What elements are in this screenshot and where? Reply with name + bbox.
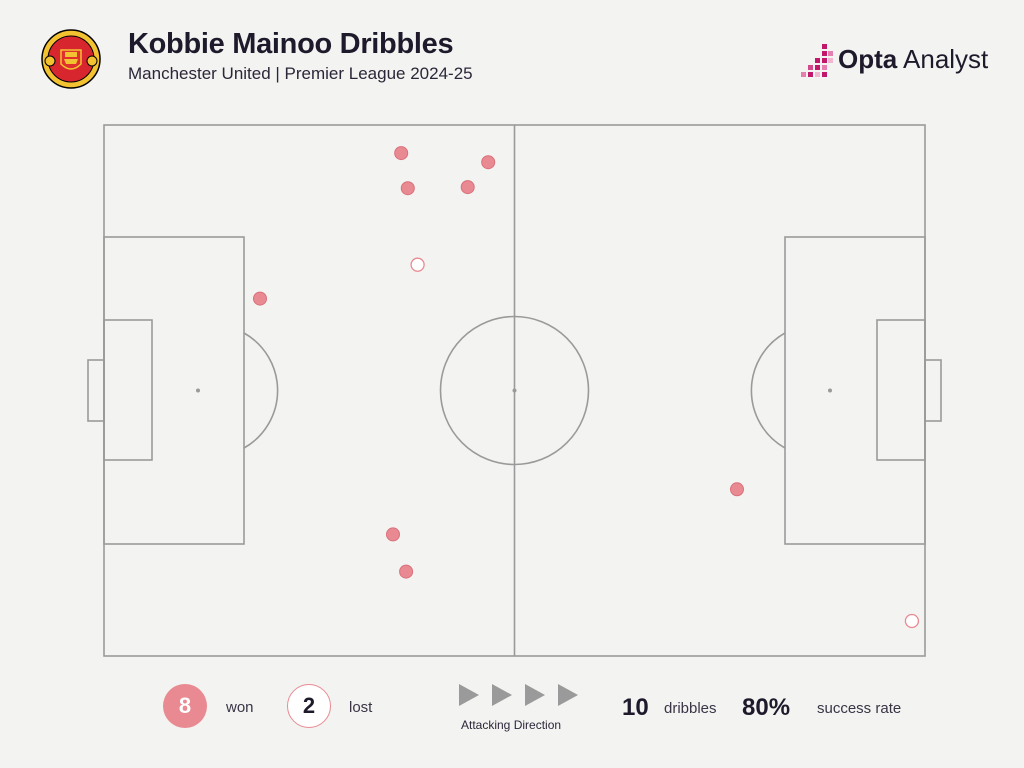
won-count-badge: 8 [163, 684, 207, 728]
dribble-point-won-7 [386, 527, 400, 542]
dribble-point-lost-2 [904, 613, 920, 629]
left-penalty-area [103, 236, 245, 545]
club-crest-icon [41, 29, 101, 89]
right-penalty-spot [828, 388, 832, 393]
left-penalty-arc [243, 332, 279, 449]
dribble-point-won-8 [399, 564, 414, 579]
right-goal [924, 359, 942, 422]
opta-logo-icon [801, 44, 833, 77]
dribble-point-won-3 [400, 181, 415, 196]
dribbles-label: dribbles [664, 700, 717, 717]
right-six-yard-box [876, 319, 926, 461]
left-penalty-spot [196, 388, 200, 393]
dribble-point-won-4 [460, 180, 475, 195]
brand-name-rest: Analyst [897, 44, 989, 74]
dribble-point-won-1 [394, 146, 409, 161]
header: Kobbie Mainoo Dribbles Manchester United… [0, 0, 1024, 110]
success-rate-value: 80% [742, 694, 791, 721]
chart-subtitle: Manchester United | Premier League 2024-… [128, 64, 473, 83]
left-six-yard-box [103, 319, 153, 461]
success-rate-label: success rate [817, 700, 902, 717]
attacking-direction-label: Attacking Direction [461, 718, 562, 732]
centre-spot [512, 388, 517, 393]
right-penalty-arc [750, 332, 786, 449]
dribble-point-won-6 [730, 482, 744, 497]
lost-count-badge: 2 [287, 684, 331, 728]
left-goal [87, 359, 105, 422]
attacking-direction-arrows-icon [459, 684, 578, 706]
dribble-point-won-5 [253, 291, 267, 306]
dribbles-count: 10 [622, 694, 649, 721]
brand-name-bold: Opta [838, 44, 898, 74]
right-penalty-area [784, 236, 926, 545]
lost-label: lost [349, 699, 373, 716]
dribble-points [253, 146, 920, 629]
chart-title: Kobbie Mainoo Dribbles [128, 28, 454, 60]
legend-footer: 8 won 2 lost Attacking Direction 10 drib… [0, 670, 1024, 768]
dribble-point-lost-1 [410, 257, 425, 272]
won-label: won [226, 699, 254, 716]
football-pitch [87, 124, 942, 657]
dribble-point-won-2 [481, 155, 496, 170]
brand-logo: Opta Analyst [798, 40, 998, 80]
centre-circle [439, 315, 590, 466]
